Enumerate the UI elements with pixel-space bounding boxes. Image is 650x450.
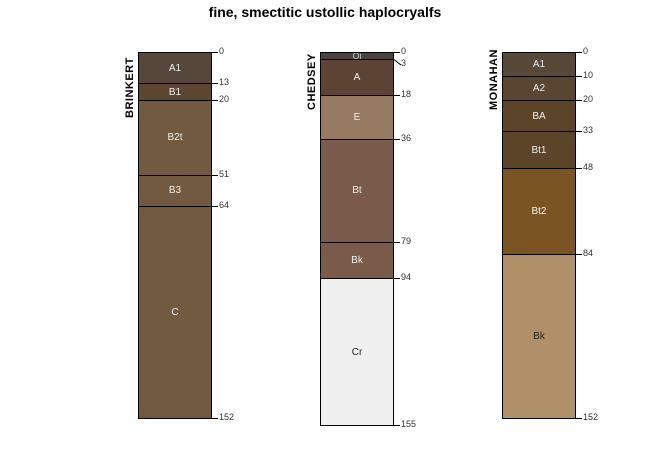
horizon-a2: A2: [502, 76, 576, 101]
depth-label: 10: [583, 70, 594, 81]
depth-tick: [212, 83, 218, 85]
depth-tick: [394, 138, 400, 140]
horizon-a: A: [320, 59, 394, 96]
depth-tick: [394, 95, 400, 97]
depth-tick: [576, 52, 582, 53]
horizon-label: Bk: [533, 331, 545, 343]
horizon-label: Bk: [351, 255, 363, 267]
horizon-label: E: [353, 112, 361, 124]
horizon-label: A1: [168, 62, 182, 74]
depth-label: 0: [401, 46, 407, 56]
depth-tick: [212, 206, 218, 208]
horizon-cr: Cr: [320, 278, 394, 426]
horizon-label: A2: [532, 83, 546, 95]
horizon-b2t: B2t: [138, 100, 212, 175]
horizon-c: C: [138, 206, 212, 418]
horizon-ba: BA: [502, 100, 576, 132]
depth-label: 152: [583, 412, 599, 423]
depth-tick: [212, 100, 218, 102]
horizon-bt1: Bt1: [502, 131, 576, 168]
depth-label: 13: [219, 77, 230, 88]
horizon-b3: B3: [138, 174, 212, 207]
depth-label: 0: [219, 46, 225, 56]
depth-label: 51: [219, 168, 230, 179]
horizon-label: B2t: [167, 132, 183, 144]
depth-label: 33: [583, 125, 594, 136]
horizon-label: B1: [168, 86, 182, 98]
depth-label: 20: [219, 94, 230, 105]
horizon-label: C: [171, 307, 179, 319]
horizon-label: Bt1: [531, 144, 547, 156]
horizon-label: A: [353, 72, 361, 84]
depth-label: 48: [583, 161, 594, 172]
horizon-b1: B1: [138, 83, 212, 101]
depth-tick: [212, 418, 218, 420]
horizon-label: BA: [532, 110, 546, 122]
depth-label: 18: [401, 89, 412, 100]
depth-label: 36: [401, 132, 412, 143]
horizon-label: Oi: [352, 51, 362, 61]
horizon-bt2: Bt2: [502, 167, 576, 255]
profile-name: MONAHAN: [488, 49, 500, 111]
horizon-label: B3: [168, 185, 182, 197]
depth-tick: [576, 254, 582, 256]
depth-tick: [394, 278, 400, 280]
depth-tick: [576, 418, 582, 420]
profile-name: CHEDSEY: [306, 53, 318, 111]
depth-tick: [394, 242, 400, 244]
depth-label: 155: [401, 419, 417, 430]
depth-tick: [576, 76, 582, 78]
horizon-bt: Bt: [320, 138, 394, 243]
depth-label: 152: [219, 412, 235, 423]
depth-label: 94: [401, 272, 412, 283]
horizon-e: E: [320, 95, 394, 139]
horizon-bk: Bk: [320, 242, 394, 279]
profile-name: BRINKERT: [124, 57, 136, 119]
depth-label: 0: [583, 46, 589, 56]
horizon-a1: A1: [502, 52, 576, 77]
horizon-bk: Bk: [502, 254, 576, 418]
horizon-label: Bt2: [531, 205, 547, 217]
depth-tick: [212, 174, 218, 176]
depth-tick: [576, 131, 582, 133]
depth-tick: [212, 52, 218, 53]
depth-tick: [576, 100, 582, 102]
depth-label: 64: [219, 200, 230, 211]
horizon-a1: A1: [138, 52, 212, 84]
depth-label: 79: [401, 236, 412, 247]
depth-tick: [394, 425, 400, 427]
horizon-label: Cr: [351, 346, 363, 358]
depth-label: 20: [583, 94, 594, 105]
depth-tick: [576, 167, 582, 169]
depth-tick: [394, 52, 400, 53]
depth-label: 3: [401, 58, 407, 68]
depth-label: 84: [583, 248, 594, 259]
horizon-oi: Oi: [320, 51, 394, 61]
horizon-label: Bt: [352, 185, 362, 197]
horizon-label: A1: [532, 59, 546, 71]
diagram-title: fine, smectitic ustollic haplocryalfs: [208, 4, 442, 20]
